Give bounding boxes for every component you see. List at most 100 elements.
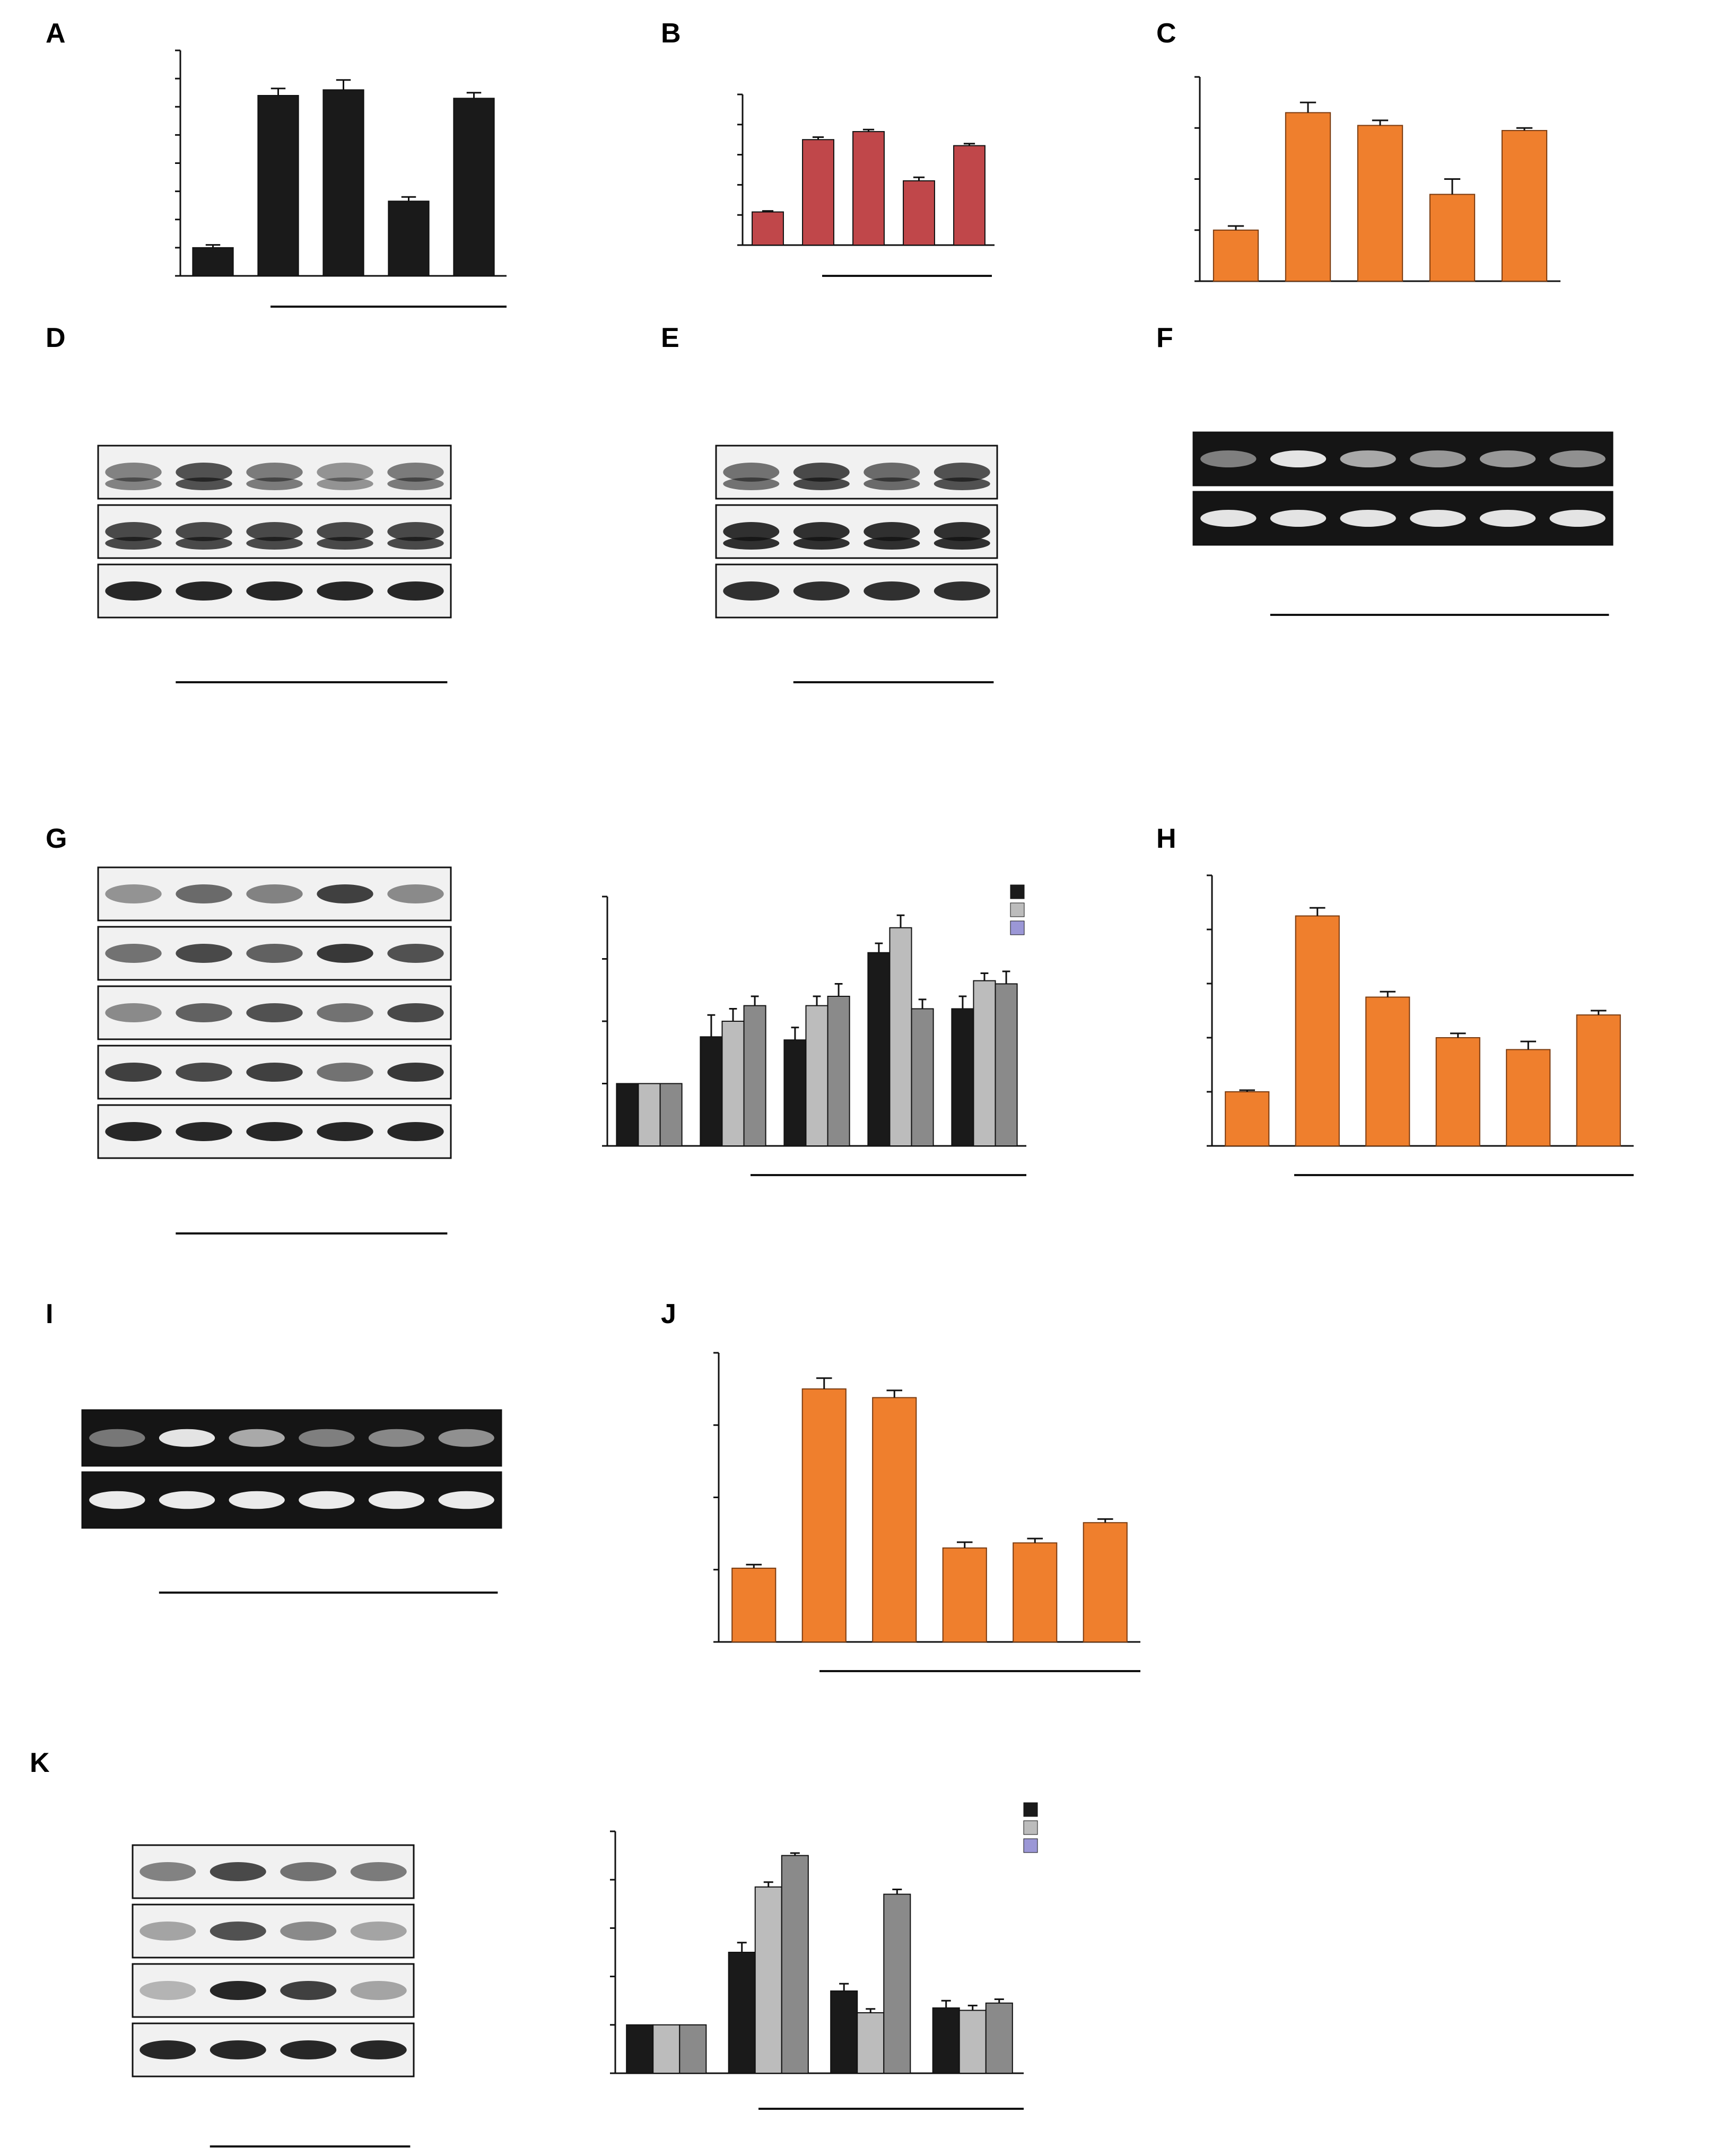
- bar-j-0: [731, 1568, 777, 1642]
- protein-band: [105, 944, 162, 963]
- panel-label-e: E: [661, 323, 679, 353]
- protein-band: [387, 884, 444, 903]
- legend-swatch: [1023, 1820, 1038, 1835]
- protein-band: [176, 884, 232, 903]
- protein-band: [105, 884, 162, 903]
- protein-band: [176, 537, 232, 550]
- protein-band: [317, 944, 373, 963]
- protein-band: [139, 1981, 196, 2000]
- protein-band: [387, 537, 444, 550]
- protein-band: [139, 1922, 196, 1941]
- protein-band: [210, 1922, 266, 1941]
- protein-band: [793, 522, 850, 541]
- protein-band: [438, 1429, 494, 1447]
- bar-c-0: [1213, 229, 1259, 282]
- panel-label-i: I: [46, 1299, 53, 1329]
- bar-b-2: [852, 131, 885, 246]
- protein-band: [280, 1922, 337, 1941]
- protein-band: [299, 1491, 355, 1509]
- panel-label-a: A: [46, 18, 66, 49]
- bar-g-1-s1: [721, 1021, 745, 1146]
- chart-j: [713, 1352, 1140, 1672]
- bar-g-3-s2: [911, 1008, 934, 1146]
- panel-label-k: K: [30, 1748, 50, 1778]
- protein-band: [387, 944, 444, 963]
- protein-band: [864, 581, 920, 601]
- protein-band: [229, 1491, 285, 1509]
- panel-label-d: D: [46, 323, 66, 353]
- bar-h-0: [1225, 1091, 1270, 1146]
- bar-a-0: [192, 247, 234, 276]
- protein-band: [317, 581, 373, 601]
- bar-g-4-s0: [951, 1008, 974, 1146]
- protein-band: [350, 1981, 407, 2000]
- protein-band: [176, 944, 232, 963]
- protein-band: [105, 1122, 162, 1141]
- bar-c-2: [1357, 125, 1403, 282]
- protein-band: [387, 1063, 444, 1082]
- legend-swatch: [1010, 920, 1025, 935]
- bar-h-1: [1295, 915, 1340, 1146]
- bar-k-3-s1: [958, 2010, 987, 2074]
- bar-a-4: [453, 98, 495, 276]
- protein-band: [1549, 510, 1606, 527]
- protein-band: [246, 581, 303, 601]
- protein-band: [159, 1491, 215, 1509]
- protein-band: [159, 1429, 215, 1447]
- protein-band: [1270, 510, 1327, 527]
- protein-band: [934, 477, 990, 490]
- protein-band: [934, 581, 990, 601]
- protein-band: [246, 944, 303, 963]
- blot-k: [132, 1844, 415, 2148]
- protein-band: [793, 581, 850, 601]
- protein-band: [105, 477, 162, 490]
- bar-c-1: [1285, 112, 1331, 282]
- bar-b-1: [802, 139, 834, 246]
- bar-j-3: [942, 1547, 987, 1642]
- protein-band: [299, 1429, 355, 1447]
- protein-band: [723, 463, 780, 482]
- protein-band: [723, 581, 780, 601]
- protein-band: [317, 1063, 373, 1082]
- bar-g-3-s1: [889, 927, 912, 1146]
- protein-band: [176, 477, 232, 490]
- protein-band: [1200, 510, 1257, 527]
- blot-strip: [1192, 431, 1614, 486]
- blot-e: [715, 445, 998, 683]
- panel-label-f: F: [1156, 323, 1173, 353]
- protein-band: [176, 522, 232, 541]
- protein-band: [246, 1063, 303, 1082]
- bar-h-2: [1365, 996, 1410, 1146]
- protein-band: [864, 522, 920, 541]
- protein-band: [387, 581, 444, 601]
- protein-band: [1549, 450, 1606, 467]
- protein-band: [387, 1122, 444, 1141]
- bar-b-3: [903, 180, 935, 246]
- blot-g: [97, 866, 452, 1235]
- protein-band: [105, 537, 162, 550]
- protein-band: [210, 1862, 266, 1881]
- protein-band: [246, 1003, 303, 1022]
- protein-band: [210, 1981, 266, 2000]
- bar-k-2-s2: [883, 1893, 911, 2074]
- bar-g-2-s2: [827, 996, 850, 1146]
- bar-b-4: [953, 145, 986, 246]
- panel-label-c: C: [1156, 18, 1176, 49]
- panel-label-g: G: [46, 823, 67, 854]
- protein-band: [105, 463, 162, 482]
- bar-g-0-s1: [638, 1083, 661, 1146]
- bar-g-0-s2: [659, 1083, 683, 1146]
- bar-h-4: [1506, 1049, 1551, 1146]
- protein-band: [723, 522, 780, 541]
- blot-strip: [132, 1903, 415, 1959]
- bar-h-3: [1435, 1037, 1480, 1146]
- protein-band: [139, 1862, 196, 1881]
- blot-strip: [1192, 491, 1614, 546]
- protein-band: [176, 463, 232, 482]
- blot-i: [81, 1409, 502, 1594]
- bar-j-5: [1083, 1522, 1128, 1642]
- protein-band: [246, 477, 303, 490]
- protein-band: [387, 463, 444, 482]
- protein-band: [246, 884, 303, 903]
